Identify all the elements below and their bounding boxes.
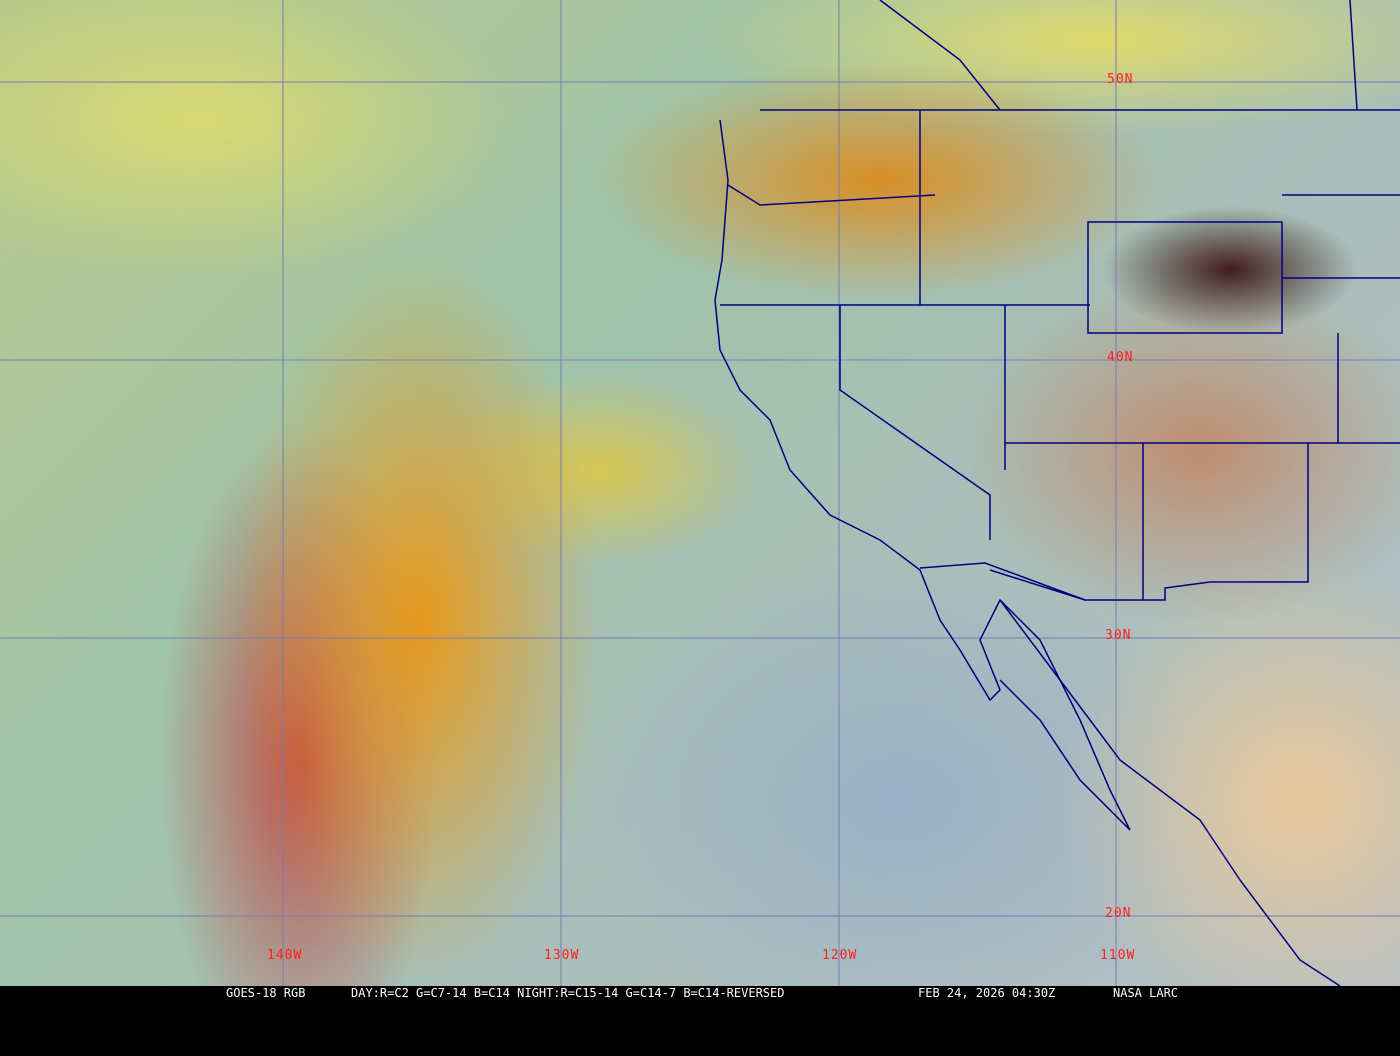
lat-label-50n: 50N [1107,72,1134,87]
lon-label-130w: 130W [544,948,580,963]
lon-label-120w: 120W [822,948,858,963]
az-nm-border [989,442,1400,601]
caption-timestamp: FEB 24, 2026 04:30Z [918,986,1056,1000]
graticule [0,0,1400,986]
ut-co-border [1087,221,1283,334]
lon-label-140w: 140W [267,948,303,963]
lat-label-40n: 40N [1107,350,1134,365]
canada-border-north [879,0,1358,111]
map-overlay [0,0,1400,986]
lat-label-20n: 20N [1105,906,1132,921]
caption-bar: GOES-18 RGB DAY:R=C2 G=C7-14 B=C14 NIGHT… [0,986,1400,1000]
caption-satellite: GOES-18 RGB [226,986,306,1000]
or-wa-border [727,184,936,206]
east-border [1282,194,1400,443]
us-mexico-border [919,562,1086,601]
ca-nv-border [839,305,991,540]
mexico-coast [999,599,1341,986]
lat-label-30n: 30N [1105,628,1132,643]
caption-product: DAY:R=C2 G=C7-14 B=C14 NIGHT:R=C15-14 G=… [351,986,785,1000]
west-coast [714,119,1131,831]
caption-credit: NASA LARC [1113,986,1179,1000]
satellite-image: 50N 40N 30N 20N 140W 130W 120W 110W [0,0,1400,986]
coastlines-and-borders [714,0,1400,986]
lon-label-110w: 110W [1100,948,1136,963]
